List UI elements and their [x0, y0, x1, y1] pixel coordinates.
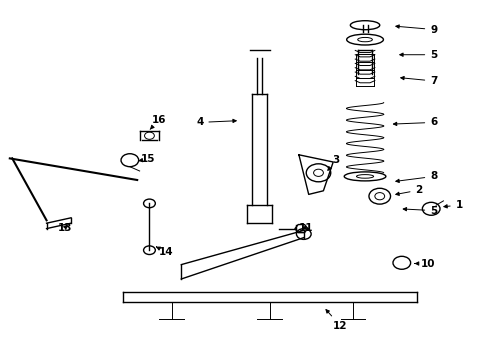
Text: 1: 1 — [444, 200, 463, 210]
Text: 15: 15 — [138, 154, 156, 164]
Text: 5: 5 — [403, 206, 438, 216]
Text: 12: 12 — [326, 310, 348, 331]
Text: 4: 4 — [196, 117, 236, 127]
Text: 11: 11 — [299, 222, 314, 233]
Text: 14: 14 — [156, 247, 174, 257]
Text: 16: 16 — [150, 114, 167, 129]
Text: 10: 10 — [415, 258, 435, 269]
Text: 8: 8 — [396, 171, 438, 183]
Text: 3: 3 — [328, 155, 340, 170]
Text: 9: 9 — [396, 24, 438, 35]
Text: 13: 13 — [58, 222, 73, 233]
Text: 5: 5 — [400, 50, 438, 60]
Text: 7: 7 — [401, 76, 438, 86]
Text: 6: 6 — [393, 117, 438, 127]
Text: 2: 2 — [396, 185, 423, 195]
